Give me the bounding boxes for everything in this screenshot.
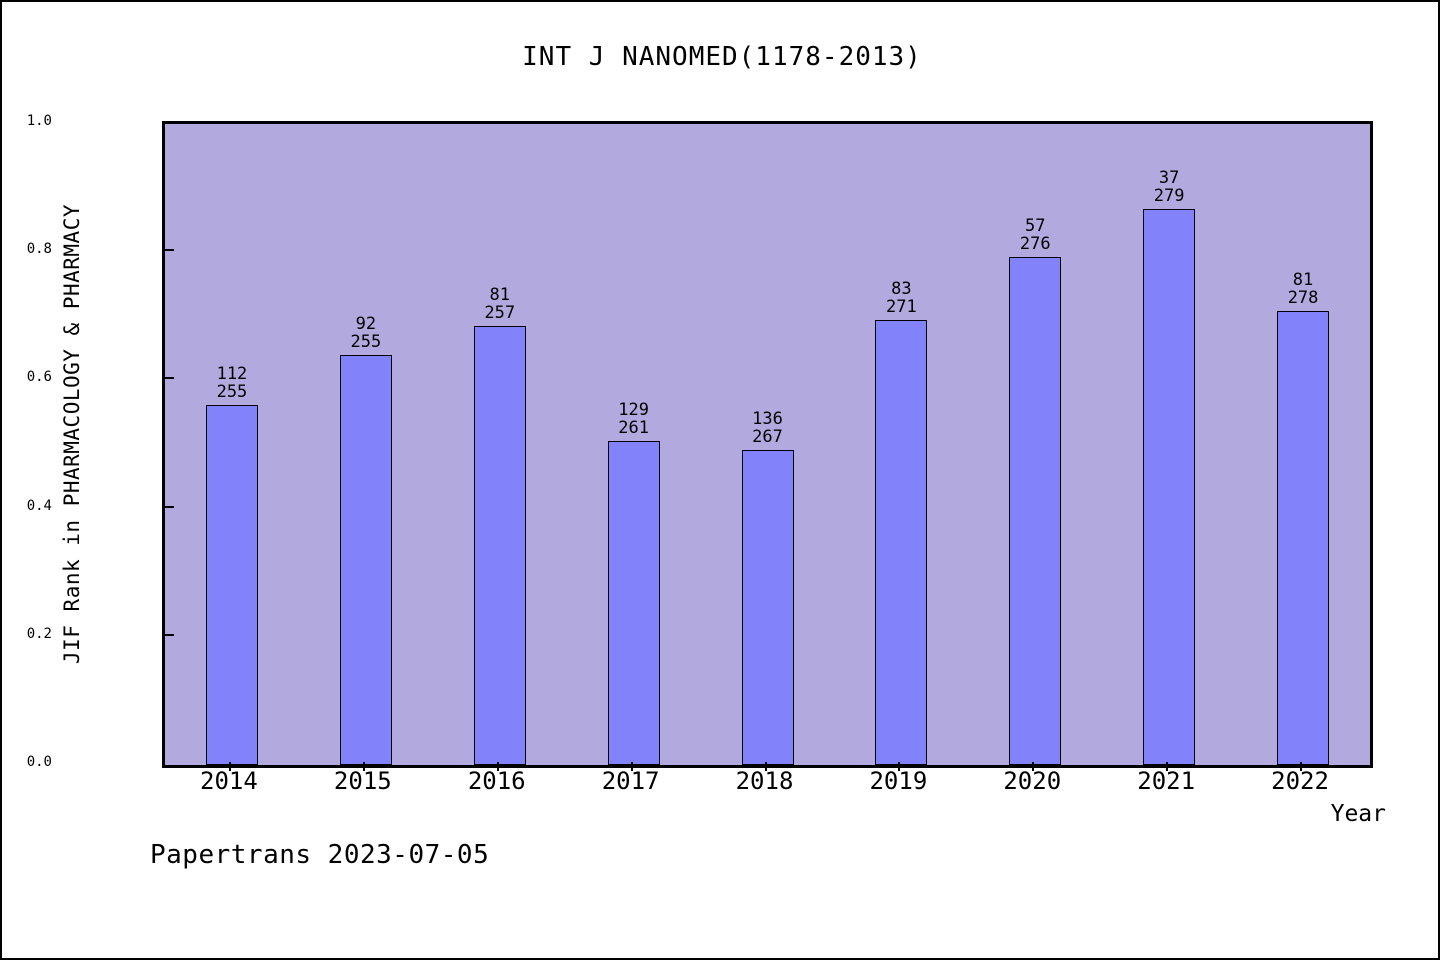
x-tick-mark-2019 [898, 762, 901, 771]
bar-total-value: 276 [1019, 233, 1051, 254]
bar-total-value: 255 [350, 332, 382, 353]
bar-value-label-2014: 112 255 [172, 365, 292, 401]
bar-2016 [473, 325, 526, 765]
x-tick-mark-2018 [764, 762, 767, 771]
bar-2018 [741, 450, 794, 765]
bar-total-value: 278 [1287, 287, 1319, 308]
bar-total-value: 267 [752, 427, 783, 448]
bar-rank-value: 112 [216, 364, 248, 385]
bar-value-label-2021: 37 279 [1109, 169, 1229, 205]
chart-title: INT J NANOMED(1178-2013) [522, 42, 922, 72]
bar-rank-value: 37 [1158, 168, 1180, 189]
x-tick-label-2021: 2021 [1137, 767, 1196, 795]
bar-2019 [875, 320, 928, 765]
bar-2015 [339, 355, 392, 765]
x-tick-mark-2014 [228, 762, 231, 771]
bar-value-label-2016: 81 257 [440, 286, 560, 322]
x-tick-label-2019: 2019 [869, 767, 928, 795]
bar-total-value: 261 [618, 417, 649, 438]
bar-rank-value: 81 [489, 284, 510, 305]
y-tick-label-0.0: 0.0 [26, 754, 52, 770]
y-tick-label-0.6: 0.6 [26, 369, 52, 386]
bar-2022 [1277, 310, 1330, 765]
y-tick-mark-0.2 [162, 633, 174, 636]
bar-rank-value: 81 [1292, 269, 1314, 290]
x-tick-mark-2015 [362, 762, 365, 771]
plot-inner: 112 255 92 255 81 257 129 261 136 267 83 271 57 276 37… [165, 124, 1370, 765]
bar-rank-value: 83 [891, 279, 912, 300]
bar-rank-value: 129 [618, 399, 649, 420]
bar-2017 [607, 440, 660, 765]
x-tick-label-2020: 2020 [1003, 767, 1062, 795]
bar-total-value: 271 [886, 297, 917, 318]
x-axis-label: Year [1330, 801, 1386, 827]
y-tick-label-1.0: 1.0 [26, 113, 52, 129]
x-tick-label-2018: 2018 [735, 767, 794, 795]
x-tick-mark-2016 [496, 762, 499, 771]
bar-value-label-2020: 57 276 [975, 217, 1095, 253]
y-tick-mark-0.4 [162, 505, 174, 508]
x-tick-mark-2020 [1032, 762, 1035, 771]
x-tick-mark-2021 [1166, 762, 1169, 771]
x-tick-label-2016: 2016 [467, 767, 526, 795]
y-tick-label-0.4: 0.4 [26, 497, 52, 514]
y-tick-label-0.2: 0.2 [26, 625, 52, 642]
x-tick-label-2017: 2017 [601, 767, 660, 795]
x-tick-label-2015: 2015 [333, 767, 392, 795]
bar-value-label-2017: 129 261 [574, 401, 694, 437]
bar-rank-value: 92 [355, 314, 377, 335]
bar-value-label-2015: 92 255 [306, 315, 426, 351]
bar-2020 [1009, 256, 1062, 765]
y-tick-mark-0.6 [162, 377, 174, 380]
bar-2021 [1143, 209, 1196, 765]
y-tick-label-0.8: 0.8 [26, 241, 52, 258]
bar-rank-value: 57 [1025, 215, 1046, 236]
y-axis-label: JIF Rank in PHARMACOLOGY & PHARMACY [60, 204, 84, 665]
bar-total-value: 257 [484, 302, 516, 323]
bar-value-label-2018: 136 267 [708, 410, 828, 446]
bar-2014 [205, 405, 258, 765]
bar-total-value: 255 [216, 382, 248, 403]
x-tick-mark-2017 [630, 762, 633, 771]
footer-note: Papertrans 2023-07-05 [150, 840, 490, 870]
plot-area: 112 255 92 255 81 257 129 261 136 267 83 271 57 276 37… [162, 121, 1373, 768]
bar-value-label-2019: 83 271 [841, 280, 961, 316]
bar-total-value: 279 [1153, 186, 1185, 207]
bar-rank-value: 136 [752, 409, 783, 430]
x-tick-label-2022: 2022 [1271, 767, 1329, 795]
x-tick-mark-2022 [1300, 762, 1303, 771]
bar-value-label-2022: 81 278 [1243, 271, 1363, 307]
y-tick-mark-0.8 [162, 249, 174, 252]
x-tick-label-2014: 2014 [200, 767, 258, 795]
